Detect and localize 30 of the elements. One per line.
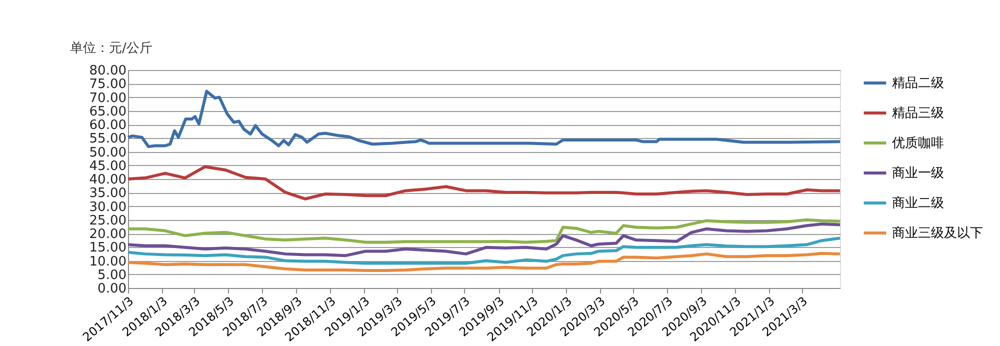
legend-label: 商业三级及以下	[892, 226, 983, 241]
y-tick-label: 50.00	[89, 145, 126, 160]
line-series	[126, 165, 842, 200]
y-tick-label: 60.00	[89, 118, 126, 133]
line-series	[126, 218, 842, 244]
y-tick-label: 0.00	[98, 282, 126, 296]
line-series	[126, 236, 842, 265]
y-tick-label: 40.00	[89, 172, 126, 188]
legend-label: 优质咖啡	[892, 136, 944, 151]
y-tick-label: 75.00	[89, 77, 126, 92]
y-tick-label: 65.00	[89, 104, 126, 120]
y-tick-label: 30.00	[89, 200, 126, 215]
y-tick-label: 45.00	[89, 158, 126, 174]
text: 单位：元/公斤	[70, 41, 152, 56]
y-tick-label: 10.00	[89, 254, 126, 270]
y-tick-label: 70.00	[89, 90, 126, 106]
y-tick-label: 80.00	[89, 64, 126, 78]
y-tick-label: 5.00	[98, 268, 126, 283]
line-series	[126, 252, 842, 272]
line-series	[126, 90, 842, 148]
y-tick-label: 15.00	[89, 240, 126, 256]
legend-label: 商业二级	[892, 196, 944, 211]
y-tick-label: 25.00	[89, 213, 126, 228]
y-tick-label: 55.00	[89, 132, 126, 147]
y-tick-label: 20.00	[89, 227, 126, 242]
y-tick-label: 35.00	[89, 186, 126, 202]
line-series	[126, 222, 842, 258]
legend-label: 商业一级	[892, 166, 944, 181]
legend-label: 精品二级	[892, 76, 944, 91]
legend-label: 精品三级	[892, 106, 944, 121]
